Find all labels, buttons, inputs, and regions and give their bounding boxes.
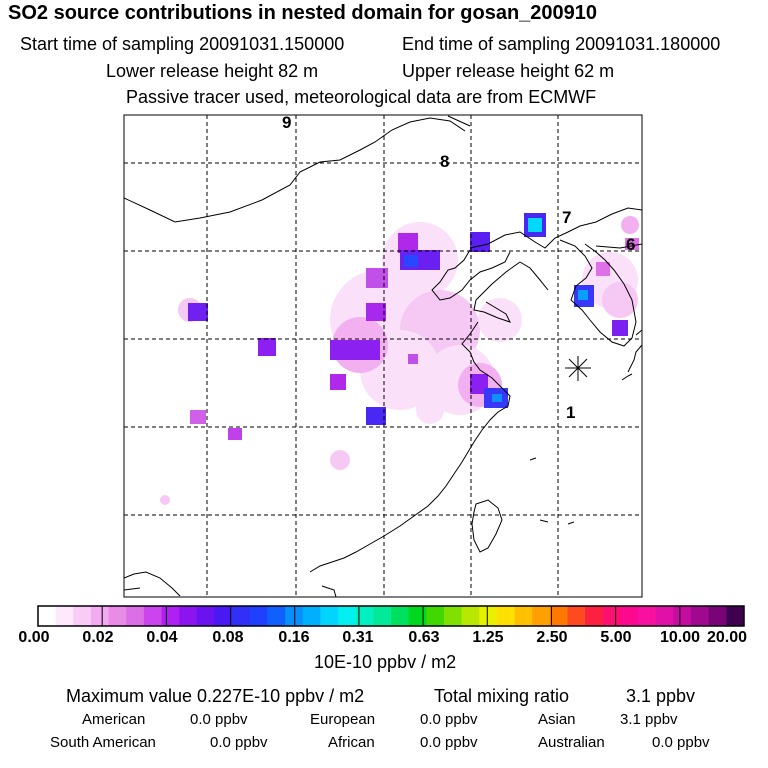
colorbar-cell	[55, 606, 74, 626]
colorbar-cell	[514, 606, 533, 626]
colorbar	[38, 606, 745, 626]
colorbar-cell	[585, 606, 604, 626]
colorbar-cell	[461, 606, 480, 626]
colorbar-cell	[143, 606, 162, 626]
colorbar-cell	[267, 606, 286, 626]
australian-label: Australian	[538, 734, 605, 751]
colorbar-tick: 0.16	[278, 629, 310, 646]
end-time-label: End time of sampling 20091031.180000	[402, 34, 721, 54]
asian-label: Asian	[538, 711, 576, 728]
colorbar-tick: 0.04	[146, 629, 178, 646]
colorbar-cell	[655, 606, 674, 626]
colorbar-cell	[355, 606, 374, 626]
receptor-marker	[565, 356, 591, 381]
colorbar-cell	[214, 606, 233, 626]
african-label: African	[328, 734, 375, 751]
colorbar-cell	[73, 606, 92, 626]
american-value: 0.0 ppbv	[190, 711, 248, 728]
colorbar-cell	[638, 606, 657, 626]
colorbar-unit: 10E-10 ppbv / m2	[314, 652, 457, 672]
trajectory-label: 8	[440, 152, 449, 171]
colorbar-tick: 5.00	[600, 629, 632, 646]
colorbar-cell	[232, 606, 251, 626]
colorbar-tick: 1.25	[472, 629, 504, 646]
australian-value: 0.0 ppbv	[652, 734, 710, 751]
colorbar-cell	[726, 606, 745, 626]
colorbar-cell	[673, 606, 692, 626]
colorbar-tick: 10.00	[659, 629, 701, 646]
trajectory-label: 9	[282, 113, 291, 132]
grid-lines	[124, 115, 642, 597]
tracer-note: Passive tracer used, meteorological data…	[126, 87, 597, 107]
colorbar-cell	[602, 606, 621, 626]
upper-release-height: Upper release height 62 m	[402, 61, 615, 81]
map-frame	[123, 114, 643, 598]
colorbar-cell	[285, 606, 304, 626]
colorbar-cell	[161, 606, 180, 626]
start-time-label: Start time of sampling 20091031.150000	[20, 34, 345, 54]
concentration-field	[160, 213, 639, 505]
colorbar-cell	[249, 606, 268, 626]
european-label: European	[310, 711, 376, 728]
trajectory-label: 6	[626, 235, 635, 254]
trajectory-label: 1	[566, 403, 575, 422]
total-mixing-label: Total mixing ratio	[434, 686, 570, 706]
colorbar-cell	[108, 606, 127, 626]
colorbar-cell	[426, 606, 445, 626]
colorbar-cell	[620, 606, 639, 626]
colorbar-tick: 0.31	[342, 629, 374, 646]
colorbar-tick: 0.08	[212, 629, 244, 646]
colorbar-tick: 0.02	[82, 629, 114, 646]
colorbar-cell	[179, 606, 198, 626]
colorbar-tick: 2.50	[536, 629, 568, 646]
colorbar-cell	[443, 606, 462, 626]
map-area	[124, 115, 642, 597]
colorbar-cell	[302, 606, 321, 626]
colorbar-tick: 0.63	[408, 629, 440, 646]
south-american-label: South American	[50, 734, 156, 751]
asian-value: 3.1 ppbv	[620, 711, 678, 728]
colorbar-cell	[408, 606, 427, 626]
coastlines	[124, 115, 642, 597]
south-american-value: 0.0 ppbv	[210, 734, 268, 751]
colorbar-cell	[496, 606, 515, 626]
colorbar-tick: 20.00	[706, 629, 748, 646]
lower-release-height: Lower release height 82 m	[106, 61, 319, 81]
figure-title: SO2 source contributions in nested domai…	[8, 2, 598, 24]
colorbar-cell	[126, 606, 145, 626]
colorbar-cell	[338, 606, 357, 626]
max-value-label: Maximum value 0.227E-10 ppbv / m2	[66, 686, 365, 706]
colorbar-cell	[391, 606, 410, 626]
colorbar-cell	[38, 606, 57, 626]
colorbar-cell	[90, 606, 109, 626]
american-label: American	[82, 711, 146, 728]
colorbar-cell	[708, 606, 727, 626]
trajectory-labels: 9 8 7 6 1	[282, 113, 635, 422]
colorbar-cell	[196, 606, 215, 626]
colorbar-cell	[479, 606, 498, 626]
colorbar-cell	[691, 606, 710, 626]
trajectory-label: 7	[562, 208, 571, 227]
european-value: 0.0 ppbv	[420, 711, 478, 728]
colorbar-frame	[37, 605, 745, 627]
african-value: 0.0 ppbv	[420, 734, 478, 751]
colorbar-cell	[549, 606, 568, 626]
colorbar-tick: 0.00	[18, 629, 50, 646]
total-mixing-value: 3.1 ppbv	[626, 686, 696, 706]
colorbar-cell	[320, 606, 339, 626]
colorbar-cell	[567, 606, 586, 626]
colorbar-cell	[532, 606, 551, 626]
colorbar-cell	[373, 606, 392, 626]
